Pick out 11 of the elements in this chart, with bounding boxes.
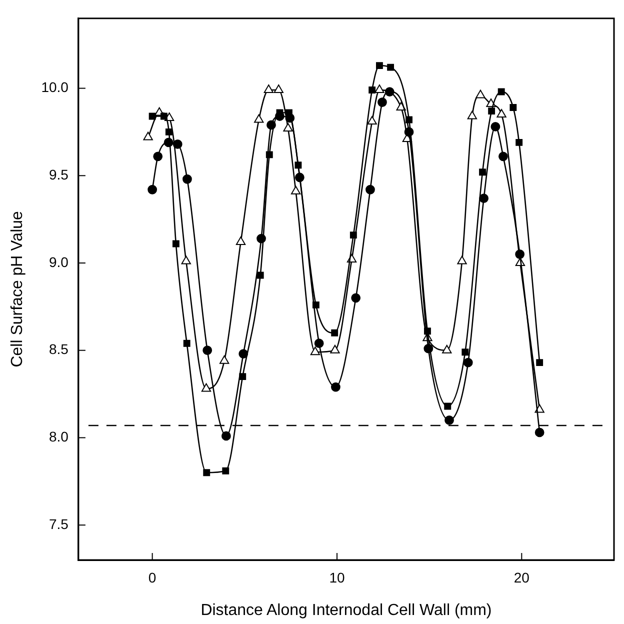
y-tick-label: 9.5 bbox=[48, 166, 69, 182]
x-axis-title: Distance Along Internodal Cell Wall (mm) bbox=[200, 602, 492, 619]
y-tick-label: 7.5 bbox=[48, 516, 69, 532]
y-tick-label: 8.0 bbox=[48, 428, 69, 445]
y-tick-label: 9.0 bbox=[48, 254, 69, 270]
x-tick-label: 10 bbox=[329, 569, 345, 586]
y-axis-title: Cell Surface pH Value bbox=[9, 210, 26, 368]
y-tick-label: 8.5 bbox=[48, 341, 69, 358]
x-tick-label: 0 bbox=[148, 569, 156, 586]
y-tick-label: 10.0 bbox=[41, 79, 69, 96]
x-tick-label: 20 bbox=[514, 569, 530, 586]
